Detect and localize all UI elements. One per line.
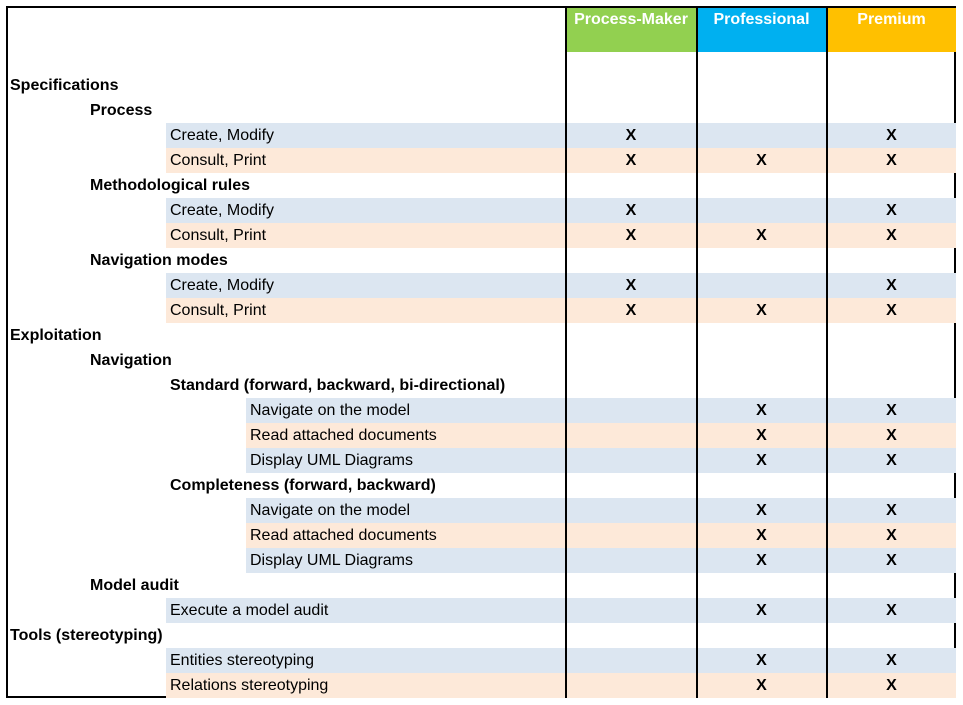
- column-divider: [826, 8, 828, 698]
- availability-mark: X: [756, 677, 767, 694]
- section-heading: Exploitation: [10, 327, 102, 344]
- row-band: [166, 673, 956, 698]
- availability-mark: X: [625, 302, 637, 319]
- column-header-professional: Professional: [697, 8, 826, 52]
- row-band: [246, 423, 956, 448]
- availability-mark: X: [886, 502, 897, 519]
- availability-mark: X: [886, 452, 897, 469]
- availability-mark: X: [756, 227, 767, 244]
- row-band: [166, 148, 956, 173]
- feature-label: Consult, Print: [170, 302, 267, 319]
- availability-mark: X: [886, 652, 897, 669]
- section-heading: Standard (forward, backward, bi-directio…: [170, 377, 506, 394]
- row-band: [246, 498, 956, 523]
- feature-label: Navigate on the model: [250, 502, 411, 519]
- row-band: [166, 598, 956, 623]
- section-heading: Tools (stereotyping): [10, 627, 163, 644]
- column-divider: [696, 8, 698, 698]
- section-heading: Process: [90, 102, 153, 119]
- row-band: [246, 448, 956, 473]
- availability-mark: X: [756, 602, 767, 619]
- availability-mark: X: [625, 127, 637, 144]
- availability-mark: X: [756, 152, 767, 169]
- row-band: [166, 223, 956, 248]
- feature-label: Relations stereotyping: [170, 677, 329, 694]
- feature-label: Create, Modify: [170, 127, 275, 144]
- availability-mark: X: [886, 152, 897, 169]
- availability-mark: X: [886, 427, 897, 444]
- row-band: [246, 548, 956, 573]
- row-band: [166, 648, 956, 673]
- feature-label: Navigate on the model: [250, 402, 411, 419]
- row-band: [246, 398, 956, 423]
- section-heading: Navigation modes: [90, 252, 228, 269]
- availability-mark: X: [756, 502, 767, 519]
- section-heading: Model audit: [90, 577, 179, 594]
- feature-label: Consult, Print: [170, 227, 267, 244]
- row-band: [166, 123, 956, 148]
- availability-mark: X: [625, 202, 637, 219]
- feature-label: Execute a model audit: [170, 602, 329, 619]
- column-header-process-maker: Process-Maker: [566, 8, 696, 52]
- row-band: [166, 298, 956, 323]
- availability-mark: X: [756, 652, 767, 669]
- availability-mark: X: [886, 527, 897, 544]
- availability-mark: X: [886, 302, 897, 319]
- availability-mark: X: [886, 677, 897, 694]
- feature-label: Display UML Diagrams: [250, 552, 413, 569]
- availability-mark: X: [756, 302, 767, 319]
- row-band: [246, 523, 956, 548]
- availability-mark: X: [886, 127, 897, 144]
- availability-mark: X: [756, 452, 767, 469]
- feature-label: Entities stereotyping: [170, 652, 315, 669]
- row-band: [166, 273, 956, 298]
- availability-mark: X: [756, 552, 767, 569]
- availability-mark: X: [886, 227, 897, 244]
- availability-mark: X: [886, 552, 897, 569]
- availability-mark: X: [886, 277, 897, 294]
- section-heading: Completeness (forward, backward): [170, 477, 436, 494]
- row-band: [166, 198, 956, 223]
- section-heading: Navigation: [90, 352, 172, 369]
- feature-label: Consult, Print: [170, 152, 267, 169]
- availability-mark: X: [886, 402, 897, 419]
- column-divider: [565, 8, 567, 698]
- availability-mark: X: [625, 152, 637, 169]
- feature-label: Create, Modify: [170, 277, 275, 294]
- feature-label: Create, Modify: [170, 202, 275, 219]
- availability-mark: X: [756, 527, 767, 544]
- feature-label: Read attached documents: [250, 427, 437, 444]
- feature-label: Display UML Diagrams: [250, 452, 413, 469]
- section-heading: Methodological rules: [90, 177, 251, 194]
- feature-label: Read attached documents: [250, 527, 437, 544]
- availability-mark: X: [886, 602, 897, 619]
- availability-mark: X: [625, 277, 637, 294]
- availability-mark: X: [756, 427, 767, 444]
- availability-mark: X: [886, 202, 897, 219]
- availability-mark: X: [756, 402, 767, 419]
- section-heading: Specifications: [10, 77, 119, 94]
- availability-mark: X: [625, 227, 637, 244]
- column-header-premium: Premium: [827, 8, 956, 52]
